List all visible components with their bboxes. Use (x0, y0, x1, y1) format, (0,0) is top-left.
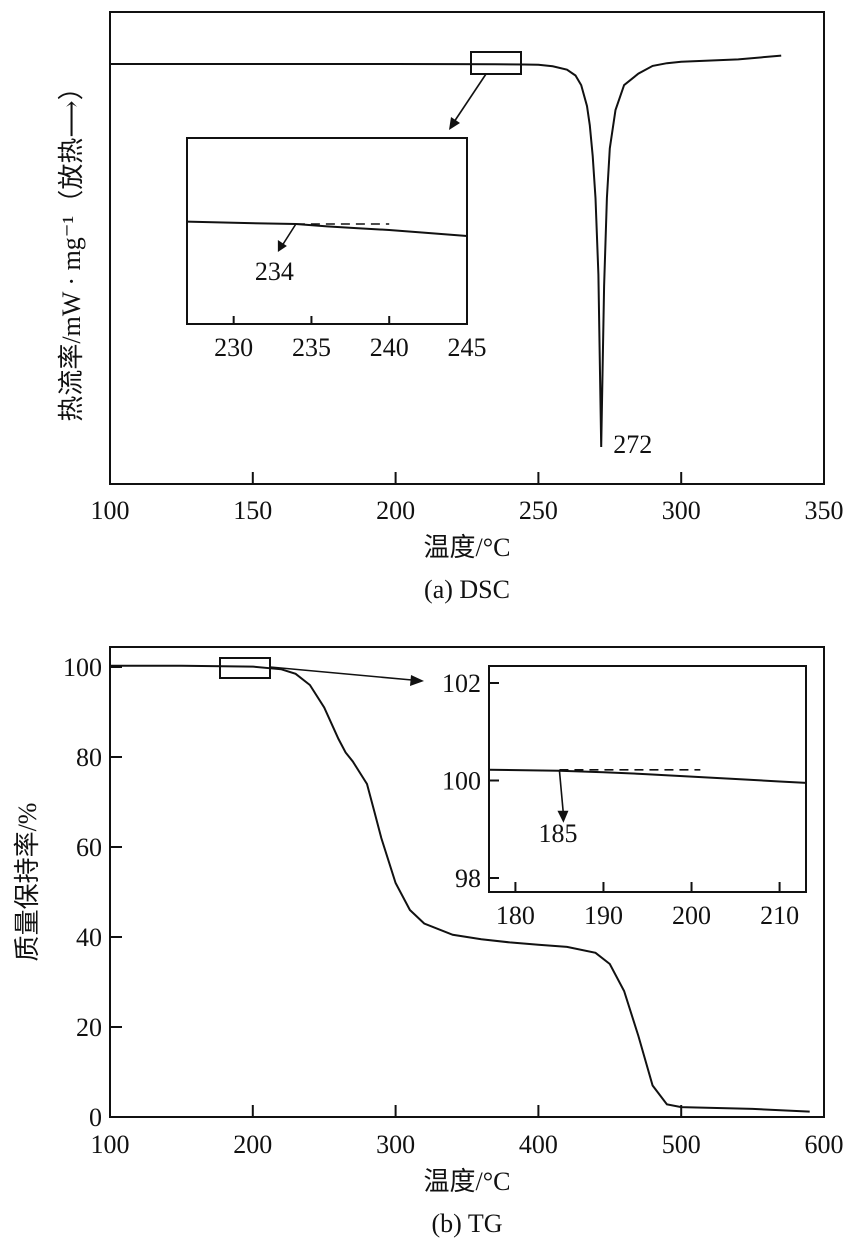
tg-zoom-box (219, 657, 271, 679)
dsc-peak-label: 272 (613, 430, 652, 459)
dsc-x-tick-label: 350 (805, 496, 844, 525)
tg-x-tick-label: 300 (376, 1130, 415, 1159)
tg-zoom-arrow (269, 666, 413, 681)
tg-x-tick-label: 500 (662, 1130, 701, 1159)
tg-x-tick-label: 200 (233, 1130, 272, 1159)
tg-x-axis-title: 温度/°C (424, 1167, 511, 1196)
tg-plot-frame (109, 646, 825, 1118)
dsc-plot-frame (109, 11, 825, 485)
dsc-inset-x-tick-label: 230 (214, 333, 253, 362)
dsc-inset: 230 235 240 245 234 (186, 137, 487, 362)
tg-inset-x-ticks (514, 882, 781, 892)
tg-caption: (b) TG (431, 1209, 502, 1238)
dsc-x-tick-label: 150 (233, 496, 272, 525)
tg-inset-y-tick-label: 98 (455, 864, 481, 893)
dsc-panel: 100 150 200 250 300 350 272 230 235 240 245 234 … (57, 11, 844, 604)
tg-x-tick-label: 100 (91, 1130, 130, 1159)
dsc-zoom-arrowhead (449, 117, 460, 130)
tg-y-tick-label: 20 (76, 1013, 102, 1042)
tg-inset-y-tick-labels: 98 100 102 (442, 669, 481, 893)
dsc-inset-onset-arrowhead (277, 240, 287, 252)
tg-inset-onset-arrowhead (557, 810, 569, 823)
tg-inset-x-tick-labels: 180 190 200 210 (496, 901, 799, 930)
dsc-inset-frame (186, 137, 468, 325)
tg-inset-x-tick-label: 180 (496, 901, 535, 930)
dsc-onset-label: 234 (255, 257, 294, 286)
tg-onset-label: 185 (538, 819, 577, 848)
tg-inset-y-tick-label: 102 (442, 669, 481, 698)
tg-inset-y-ticks (489, 682, 499, 879)
tg-inset-onset-arrow (558, 770, 565, 815)
dsc-x-tick-labels: 100 150 200 250 300 350 (91, 496, 844, 525)
tg-inset-curve (488, 768, 807, 784)
dsc-y-axis-title: 热流率/mW · mg⁻¹（放热⟶） (57, 74, 86, 421)
dsc-inset-onset-arrow (281, 223, 297, 247)
tg-x-ticks (109, 1105, 825, 1117)
tg-inset-x-tick-label: 200 (672, 901, 711, 930)
dsc-curve (110, 54, 782, 448)
tg-y-tick-label: 0 (89, 1103, 102, 1132)
tg-y-tick-label: 80 (76, 743, 102, 772)
tg-y-tick-label: 100 (63, 653, 102, 682)
tg-panel: 100 200 300 400 500 600 0 20 40 60 80 100 180 190 20… (13, 646, 844, 1238)
dsc-x-tick-label: 100 (91, 496, 130, 525)
dsc-x-tick-label: 250 (519, 496, 558, 525)
dsc-inset-x-tick-labels: 230 235 240 245 (214, 333, 486, 362)
dsc-caption: (a) DSC (424, 575, 510, 604)
tg-y-tick-label: 60 (76, 833, 102, 862)
dsc-inset-x-tick-label: 235 (292, 333, 331, 362)
dsc-x-ticks (109, 472, 825, 484)
tg-curve (110, 664, 810, 1113)
tg-y-axis-title: 质量保持率/% (13, 803, 42, 962)
tg-inset-frame (488, 665, 807, 893)
dsc-inset-curve (186, 220, 468, 237)
tg-inset-y-tick-label: 100 (442, 767, 481, 796)
tg-x-tick-label: 400 (519, 1130, 558, 1159)
tg-zoom-arrowhead (410, 675, 424, 686)
tg-inset: 180 190 200 210 98 100 102 185 (442, 665, 807, 930)
dsc-inset-x-tick-label: 240 (370, 333, 409, 362)
tg-inset-x-tick-label: 210 (760, 901, 799, 930)
dsc-x-tick-label: 200 (376, 496, 415, 525)
tg-y-tick-label: 40 (76, 923, 102, 952)
dsc-x-tick-label: 300 (662, 496, 701, 525)
tg-inset-x-tick-label: 190 (584, 901, 623, 930)
tg-y-tick-labels: 0 20 40 60 80 100 (63, 653, 102, 1132)
tg-y-ticks (110, 666, 122, 1118)
tg-x-tick-label: 600 (805, 1130, 844, 1159)
dsc-x-axis-title: 温度/°C (424, 533, 511, 562)
dsc-inset-x-ticks (232, 316, 468, 324)
dsc-zoom-box (470, 51, 522, 75)
tg-x-tick-labels: 100 200 300 400 500 600 (91, 1130, 844, 1159)
dsc-zoom-arrow (451, 73, 487, 126)
dsc-inset-x-tick-label: 245 (448, 333, 487, 362)
